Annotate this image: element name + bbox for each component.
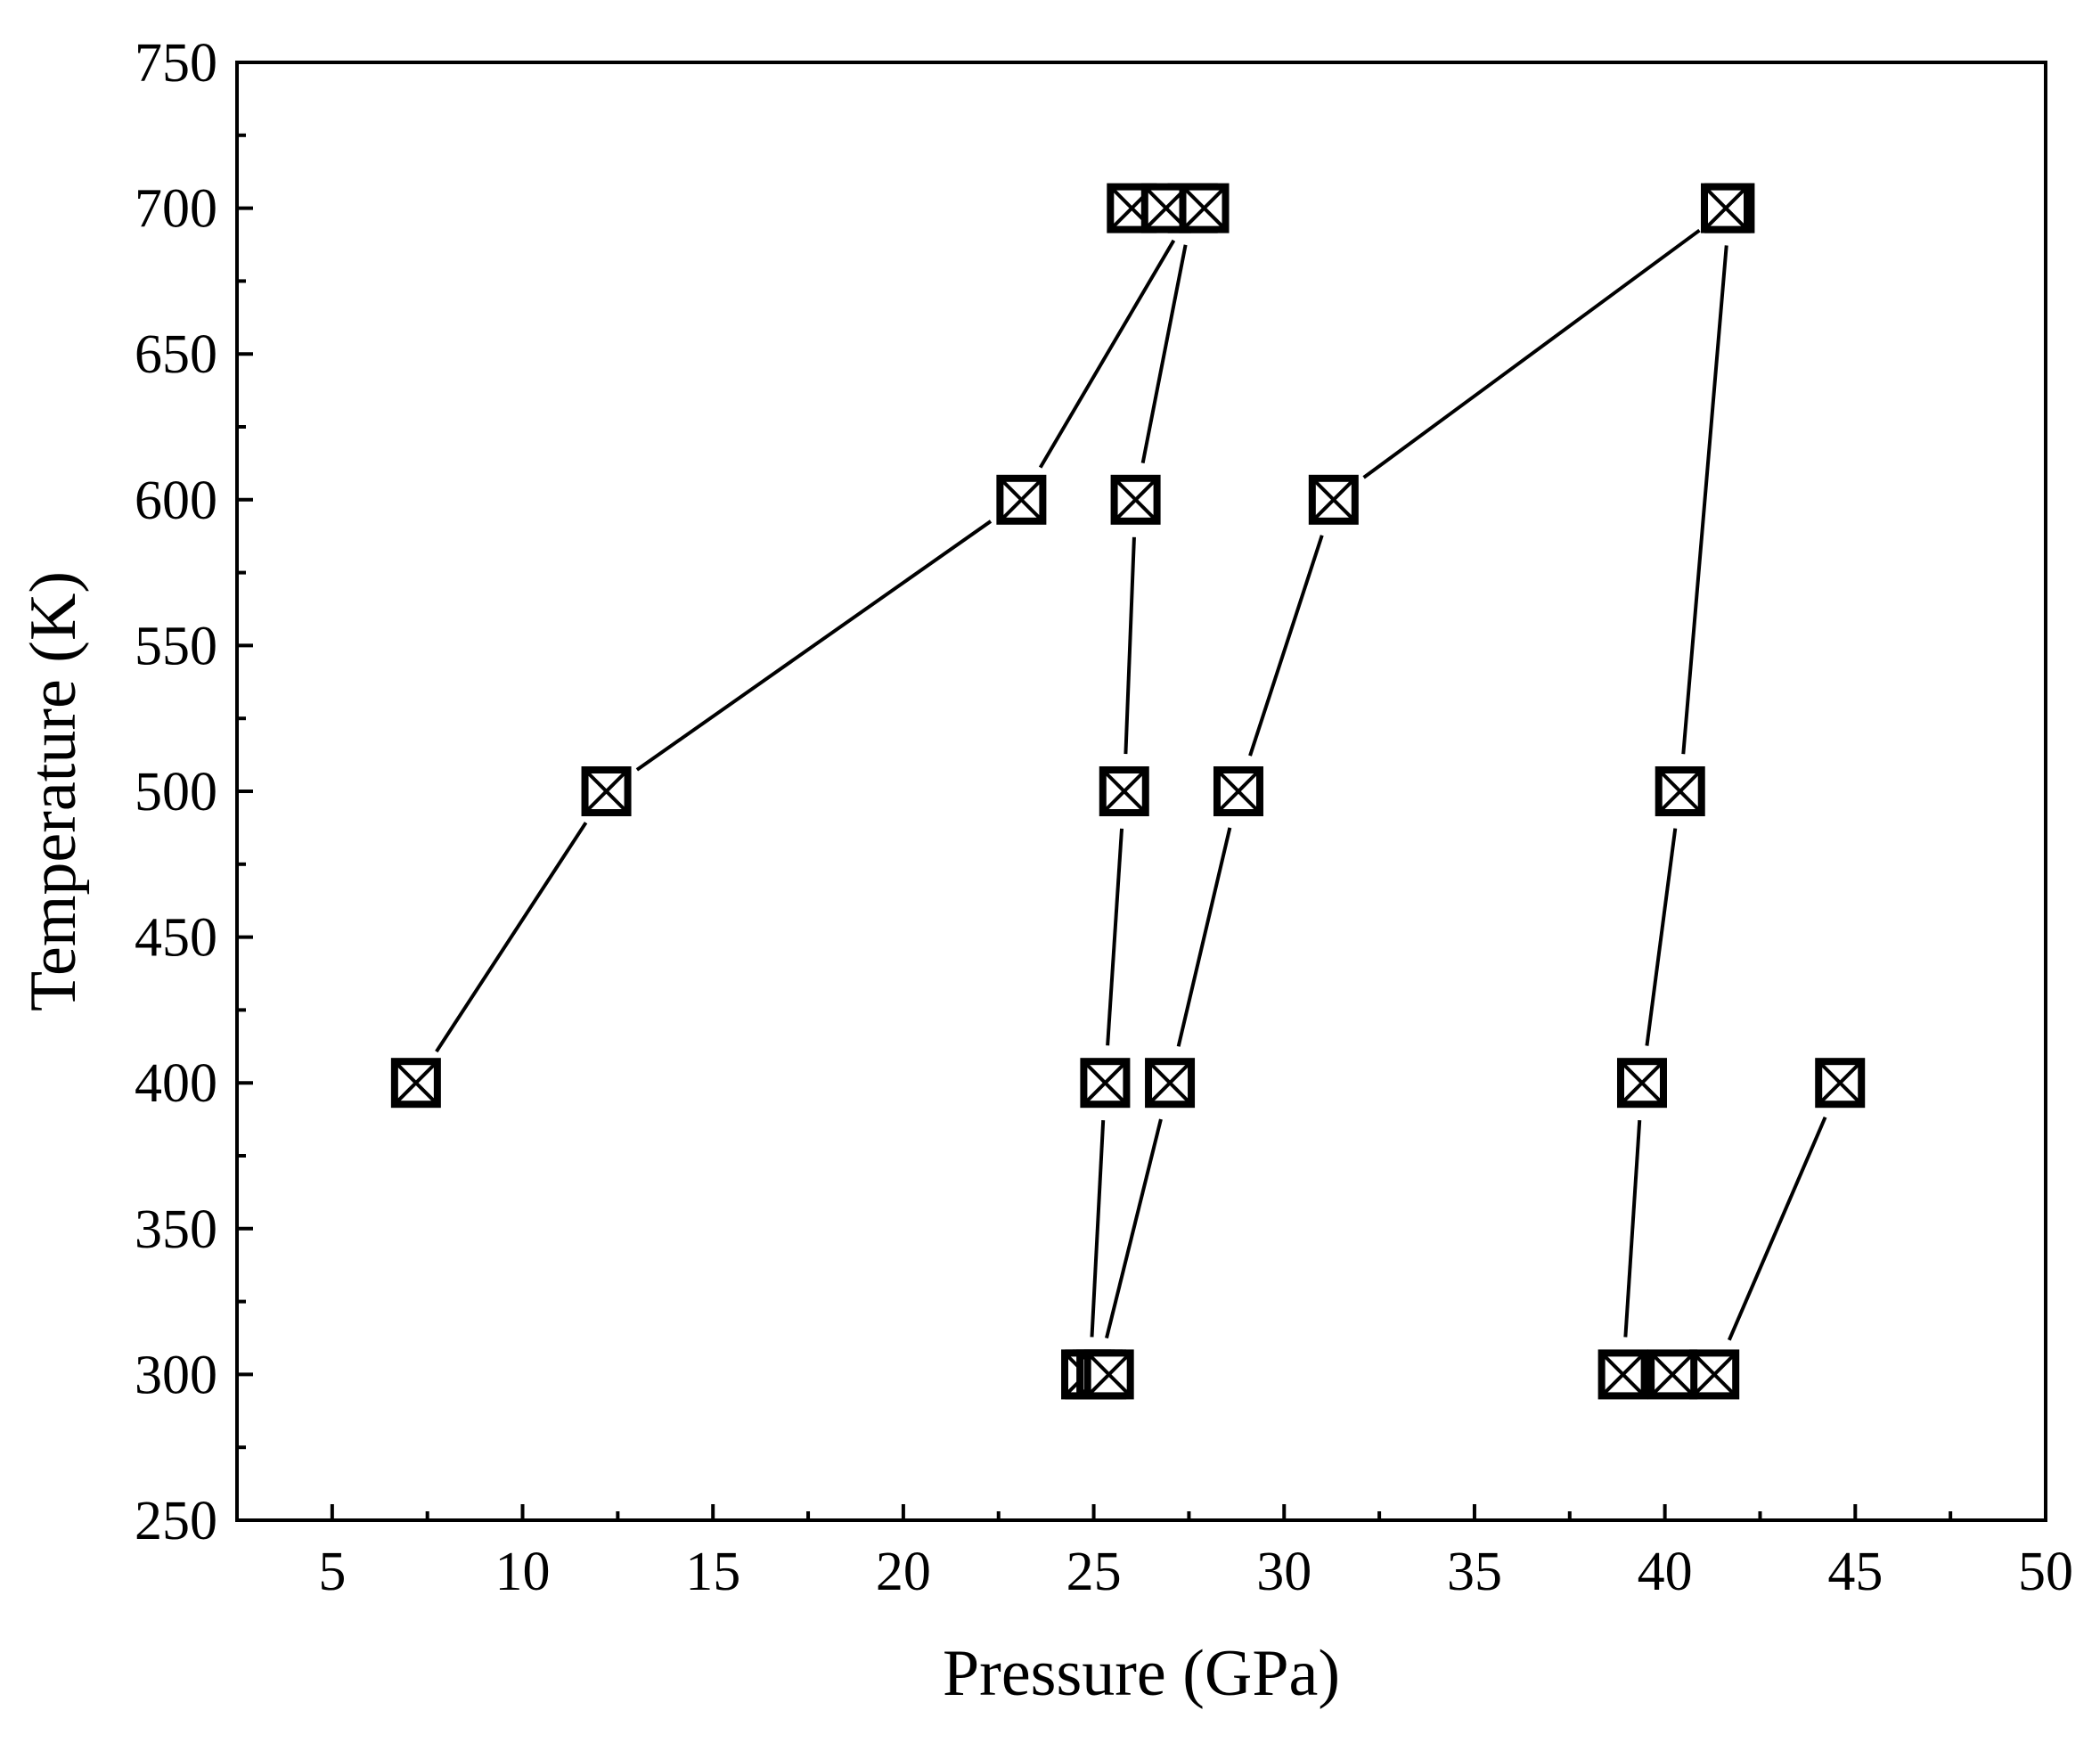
marker-cross-b bbox=[1089, 1354, 1130, 1395]
series-line-segment bbox=[1248, 535, 1324, 757]
data-point-marker bbox=[1179, 183, 1230, 233]
marker-cross-b bbox=[1218, 771, 1259, 812]
y-axis-title: Temperature (K) bbox=[17, 571, 90, 1011]
marker-cross-b bbox=[1104, 771, 1145, 812]
data-point-marker bbox=[1099, 766, 1149, 816]
x-tick-label: 25 bbox=[1066, 1542, 1122, 1602]
y-tick-label: 650 bbox=[135, 324, 217, 385]
data-point-marker bbox=[1083, 1349, 1134, 1400]
data-point-marker bbox=[1689, 1349, 1740, 1400]
x-tick-label: 50 bbox=[2018, 1542, 2073, 1602]
x-tick-label: 5 bbox=[318, 1542, 346, 1602]
marker-cross-b bbox=[1622, 1062, 1663, 1103]
series-line-segment bbox=[1681, 245, 1728, 755]
marker-cross-b bbox=[1694, 1354, 1735, 1395]
marker-cross-b bbox=[1001, 479, 1042, 520]
data-point-marker bbox=[581, 766, 632, 816]
x-tick-label: 20 bbox=[876, 1542, 931, 1602]
x-tick-labels: 5 10 15 20 25 30 35 40 45 50 bbox=[318, 1542, 2073, 1602]
y-tick-label: 350 bbox=[135, 1199, 217, 1260]
y-tick-label: 750 bbox=[135, 33, 217, 94]
x-tick-label: 10 bbox=[495, 1542, 551, 1602]
marker-cross-b bbox=[1146, 188, 1187, 229]
y-tick-label: 700 bbox=[135, 179, 217, 240]
data-point-marker bbox=[1647, 1349, 1698, 1400]
data-point-marker bbox=[390, 1058, 441, 1109]
series-line-segment bbox=[1623, 1119, 1642, 1338]
series-line-segment bbox=[435, 822, 588, 1053]
x-tick-label: 35 bbox=[1447, 1542, 1502, 1602]
series-line-segment bbox=[1645, 828, 1678, 1046]
series-line-segment bbox=[1105, 1118, 1163, 1339]
x-tick-label: 30 bbox=[1256, 1542, 1311, 1602]
marker-cross-b bbox=[1660, 771, 1701, 812]
marker-cross-b bbox=[396, 1062, 437, 1103]
x-tick-label: 15 bbox=[685, 1542, 740, 1602]
data-point-marker bbox=[1110, 474, 1161, 525]
marker-cross-b bbox=[1115, 479, 1156, 520]
x-tick-label: 40 bbox=[1638, 1542, 1693, 1602]
series-lines bbox=[435, 228, 1827, 1341]
y-tick-label: 550 bbox=[135, 616, 217, 676]
x-axis-title: Pressure (GPa) bbox=[943, 1637, 1340, 1710]
data-point-marker bbox=[1308, 474, 1359, 525]
y-tick-label: 400 bbox=[135, 1053, 217, 1114]
marker-cross-b bbox=[1184, 188, 1224, 229]
marker-cross-b bbox=[1084, 1062, 1125, 1103]
marker-cross-b bbox=[1603, 1354, 1644, 1395]
series-line-segment bbox=[635, 520, 993, 772]
series-line-segment bbox=[1140, 244, 1188, 463]
series-line-segment bbox=[1038, 239, 1176, 469]
data-point-marker bbox=[1213, 766, 1263, 816]
series-line-segment bbox=[1176, 827, 1232, 1047]
series-line-segment bbox=[1106, 828, 1124, 1046]
data-markers bbox=[390, 183, 1866, 1400]
y-tick-label: 300 bbox=[135, 1345, 217, 1405]
series-line-segment bbox=[1090, 1120, 1106, 1338]
marker-cross-b bbox=[1149, 1062, 1190, 1103]
series-line-segment bbox=[1727, 1116, 1827, 1341]
marker-cross-b bbox=[586, 771, 626, 812]
y-tick-label: 500 bbox=[135, 762, 217, 822]
y-tick-label: 450 bbox=[135, 908, 217, 969]
series-line-segment bbox=[1362, 228, 1701, 479]
marker-cross-b bbox=[1819, 1062, 1860, 1103]
data-point-marker bbox=[1597, 1349, 1648, 1400]
marker-cross-b bbox=[1652, 1354, 1693, 1395]
marker-cross-b bbox=[1705, 188, 1746, 229]
x-tick-label: 45 bbox=[1827, 1542, 1883, 1602]
y-tick-label: 250 bbox=[135, 1491, 217, 1551]
data-point-marker bbox=[996, 474, 1047, 525]
y-tick-label: 600 bbox=[135, 471, 217, 531]
data-point-marker bbox=[1655, 766, 1705, 816]
data-point-marker bbox=[1701, 183, 1752, 233]
data-point-marker bbox=[1145, 1058, 1196, 1109]
series-line-segment bbox=[1124, 536, 1136, 755]
marker-cross-b bbox=[1313, 479, 1354, 520]
data-point-marker bbox=[1815, 1058, 1866, 1109]
axis-ticks bbox=[237, 61, 2047, 1522]
y-tick-labels: 250 300 350 400 450 500 550 600 650 700 750 bbox=[135, 33, 217, 1551]
data-point-marker bbox=[1080, 1058, 1131, 1109]
data-point-marker bbox=[1616, 1058, 1667, 1109]
